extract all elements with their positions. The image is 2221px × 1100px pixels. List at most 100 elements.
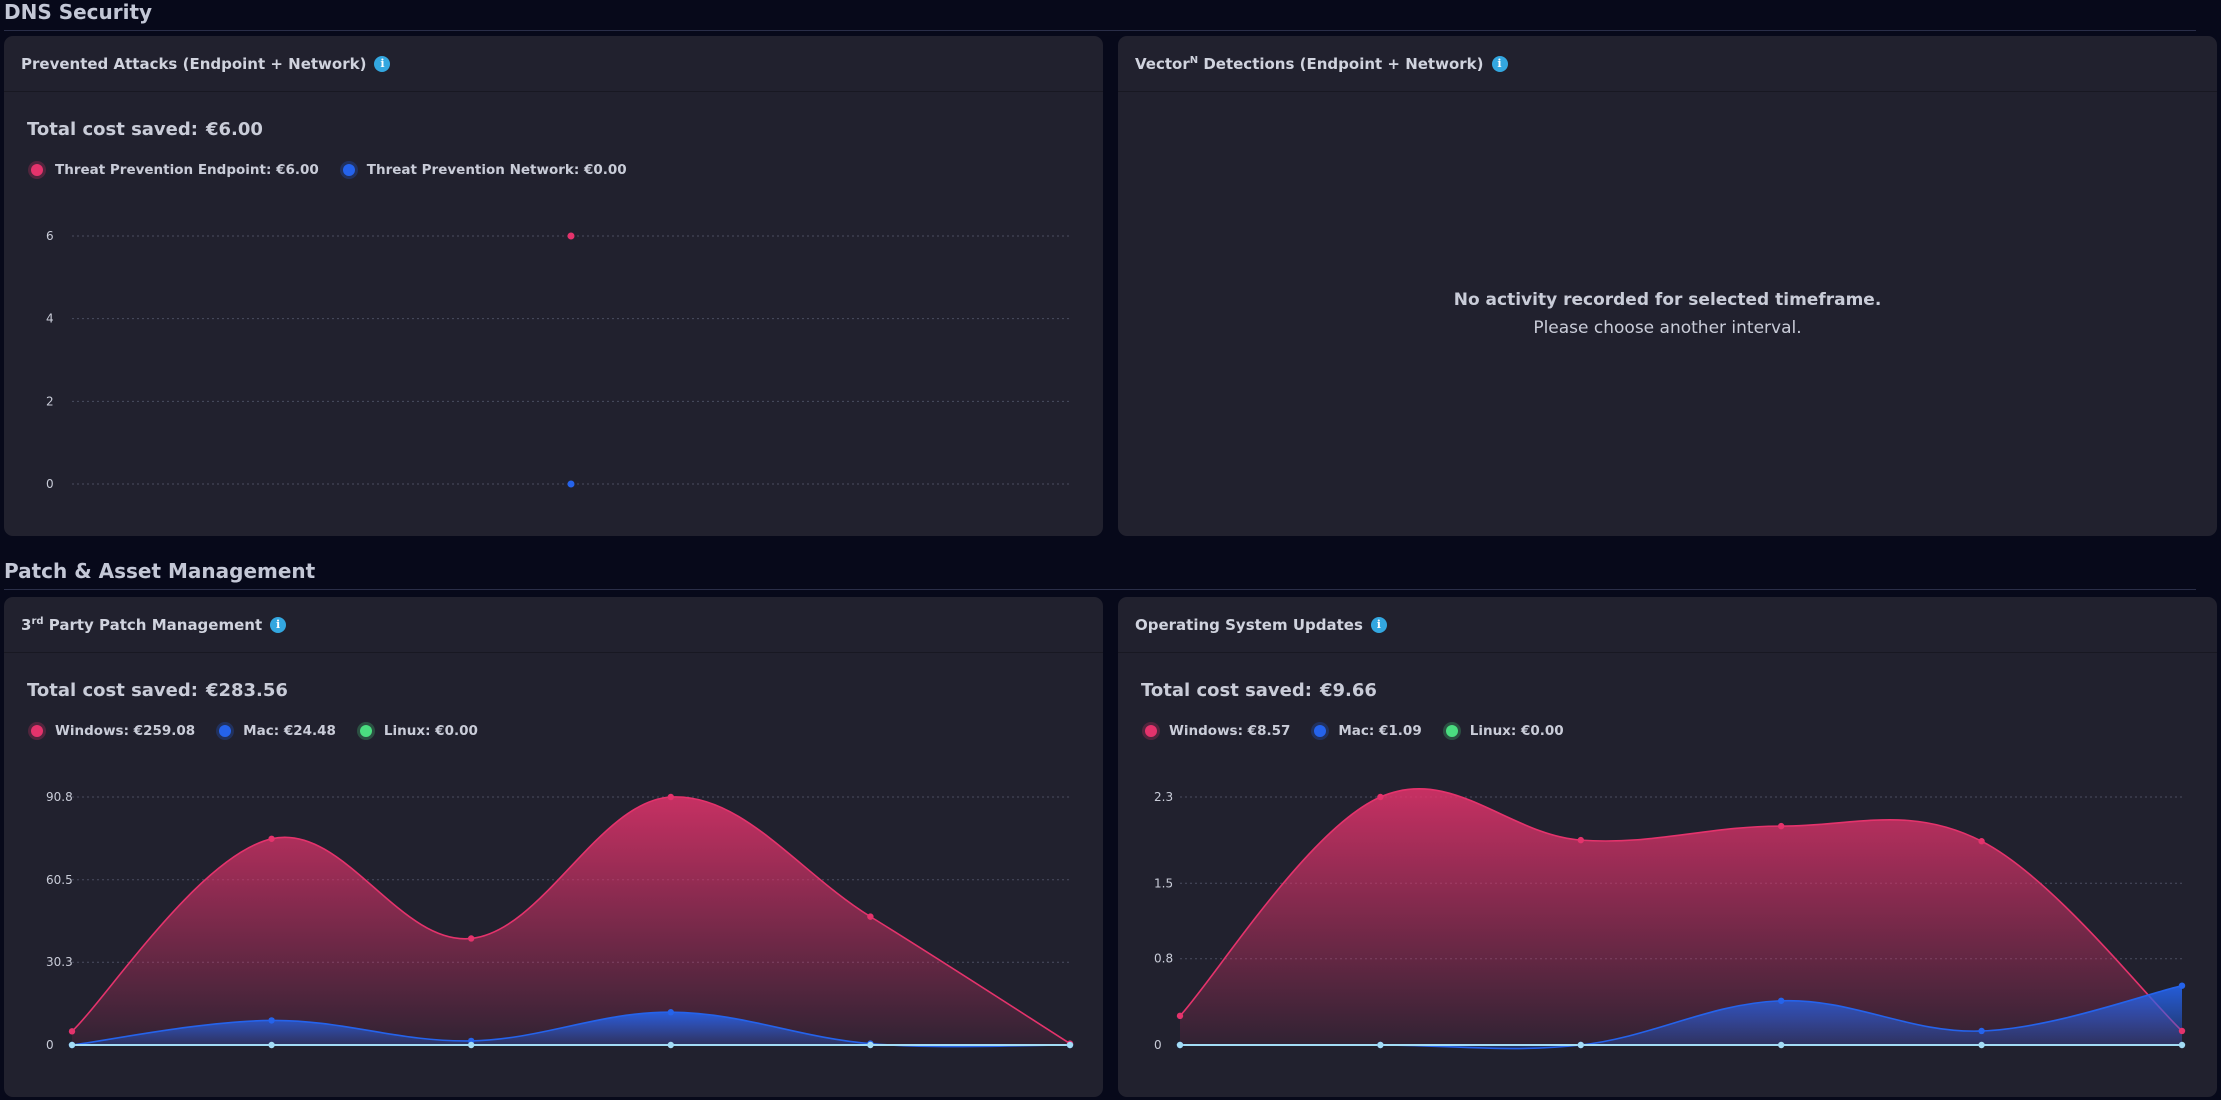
data-point[interactable] bbox=[567, 232, 575, 240]
data-point[interactable] bbox=[1066, 1041, 1074, 1049]
chart-os-updates: 0 0.8 1.5 2.3 bbox=[1154, 787, 2186, 1052]
section-divider bbox=[4, 30, 2196, 31]
data-point[interactable] bbox=[1778, 822, 1785, 830]
y-tick-label: 0.8 bbox=[1154, 952, 1173, 966]
section-title-dns-security: DNS Security bbox=[4, 0, 153, 24]
title-main: Vector bbox=[1135, 54, 1190, 73]
data-point[interactable] bbox=[1176, 1041, 1184, 1049]
legend-dot bbox=[31, 725, 43, 737]
legend-label: Mac: €1.09 bbox=[1338, 723, 1422, 739]
data-point[interactable] bbox=[268, 835, 275, 842]
legend-dot bbox=[1314, 725, 1327, 737]
legend-item-mac[interactable]: Mac: €1.09 bbox=[1314, 723, 1422, 739]
panel-title: Operating System Updates bbox=[1135, 615, 1363, 634]
legend-item-windows[interactable]: Windows: €8.57 bbox=[1145, 723, 1290, 739]
y-tick-label: 90.8 bbox=[46, 790, 73, 804]
data-point[interactable] bbox=[667, 793, 674, 801]
total-value: €9.66 bbox=[1319, 680, 1377, 701]
panel-header: Operating System Updates i bbox=[1118, 597, 2217, 653]
series-area bbox=[1180, 985, 2182, 1049]
legend-item-endpoint[interactable]: Threat Prevention Endpoint: €6.00 bbox=[31, 162, 319, 178]
info-icon[interactable]: i bbox=[1370, 616, 1387, 633]
data-point[interactable] bbox=[1377, 793, 1384, 801]
empty-state-message: No activity recorded for selected timefr… bbox=[1118, 286, 2217, 342]
legend-dot bbox=[1145, 725, 1157, 737]
data-point[interactable] bbox=[1176, 1012, 1184, 1020]
series-area bbox=[1180, 788, 2182, 1045]
chart-third-party-patch: 0 30.3 60.5 90.8 bbox=[46, 790, 1074, 1052]
panel-header: Prevented Attacks (Endpoint + Network) i bbox=[4, 36, 1103, 92]
legend-label: Windows: €8.57 bbox=[1169, 723, 1291, 739]
series-area bbox=[72, 1012, 1070, 1047]
total-value: €6.00 bbox=[205, 119, 263, 140]
data-point[interactable] bbox=[2178, 982, 2186, 989]
title-superscript: N bbox=[1189, 54, 1199, 66]
info-icon[interactable]: i bbox=[374, 55, 391, 72]
panel-os-updates: Operating System Updates i Total cost sa… bbox=[1118, 597, 2217, 1097]
panel-header: VectorN Detections (Endpoint + Network) … bbox=[1118, 36, 2217, 92]
title-superscript: rd bbox=[31, 615, 44, 627]
title-rest: Party Patch Management bbox=[43, 615, 263, 634]
legend-label: Linux: €0.00 bbox=[383, 723, 478, 739]
total-label: Total cost saved: bbox=[27, 119, 198, 140]
legend-item-network[interactable]: Threat Prevention Network: €0.00 bbox=[342, 162, 627, 178]
data-point[interactable] bbox=[1978, 1027, 1985, 1035]
data-point[interactable] bbox=[2178, 1041, 2186, 1049]
panel-prevented-attacks: Prevented Attacks (Endpoint + Network) i… bbox=[4, 36, 1103, 536]
data-point[interactable] bbox=[268, 1041, 275, 1049]
legend-label: Threat Prevention Endpoint: €6.00 bbox=[55, 162, 319, 178]
legend-label: Windows: €259.08 bbox=[55, 723, 196, 739]
data-point[interactable] bbox=[867, 1041, 874, 1049]
panel-title: 3rd Party Patch Management bbox=[21, 616, 262, 634]
data-point[interactable] bbox=[567, 480, 575, 488]
title-rest: Detections (Endpoint + Network) bbox=[1198, 54, 1484, 73]
legend-dot bbox=[359, 725, 372, 737]
series-area bbox=[72, 796, 1070, 1045]
series-line[interactable] bbox=[71, 796, 1071, 1045]
data-point[interactable] bbox=[667, 1041, 674, 1049]
data-point[interactable] bbox=[1577, 1041, 1584, 1049]
total-label: Total cost saved: bbox=[27, 680, 198, 701]
data-point[interactable] bbox=[1778, 1041, 1785, 1049]
y-tick-label: 2.3 bbox=[1154, 790, 1173, 804]
data-point[interactable] bbox=[468, 1041, 475, 1049]
legend-label: Mac: €24.48 bbox=[243, 723, 336, 739]
panel-third-party-patch: 3rd Party Patch Management i Total cost … bbox=[4, 597, 1103, 1097]
total-cost-saved: Total cost saved: €283.56 bbox=[27, 680, 288, 701]
info-icon[interactable]: i bbox=[270, 616, 287, 633]
data-point[interactable] bbox=[1377, 1041, 1384, 1049]
total-cost-saved: Total cost saved: €9.66 bbox=[1141, 680, 1377, 701]
legend-item-linux[interactable]: Linux: €0.00 bbox=[1445, 723, 1564, 739]
chart-legend: Windows: €259.08 Mac: €24.48 Linux: €0.0… bbox=[31, 723, 502, 739]
data-point[interactable] bbox=[268, 1017, 275, 1024]
legend-item-mac[interactable]: Mac: €24.48 bbox=[219, 723, 336, 739]
empty-state-line-2: Please choose another interval. bbox=[1533, 318, 1802, 338]
legend-label: Threat Prevention Network: €0.00 bbox=[366, 162, 627, 178]
data-point[interactable] bbox=[2178, 1027, 2186, 1035]
y-tick-label: 6 bbox=[46, 229, 54, 243]
data-point[interactable] bbox=[1577, 836, 1584, 844]
data-point[interactable] bbox=[1978, 1041, 1985, 1049]
legend-item-linux[interactable]: Linux: €0.00 bbox=[359, 723, 478, 739]
panel-title: VectorN Detections (Endpoint + Network) bbox=[1135, 55, 1484, 73]
data-point[interactable] bbox=[1778, 997, 1785, 1004]
data-point[interactable] bbox=[68, 1041, 76, 1049]
chart-prevented-attacks: 0 2 4 6 bbox=[46, 229, 1070, 491]
legend-item-windows[interactable]: Windows: €259.08 bbox=[31, 723, 195, 739]
panel-title: Prevented Attacks (Endpoint + Network) bbox=[21, 54, 367, 73]
section-title-patch-asset: Patch & Asset Management bbox=[4, 559, 316, 583]
data-point[interactable] bbox=[68, 1028, 76, 1035]
section-divider bbox=[4, 589, 2196, 590]
data-point[interactable] bbox=[667, 1009, 674, 1016]
series-line[interactable] bbox=[1179, 787, 2183, 1032]
data-point[interactable] bbox=[468, 935, 475, 942]
y-tick-label: 0 bbox=[1154, 1038, 1162, 1052]
legend-dot bbox=[1445, 725, 1458, 737]
data-point[interactable] bbox=[1978, 838, 1985, 845]
y-tick-label: 4 bbox=[46, 312, 54, 326]
info-icon[interactable]: i bbox=[1491, 55, 1508, 72]
data-point[interactable] bbox=[867, 913, 874, 920]
y-tick-label: 0 bbox=[46, 477, 54, 491]
y-tick-label: 1.5 bbox=[1154, 876, 1173, 890]
total-value: €283.56 bbox=[205, 680, 288, 701]
